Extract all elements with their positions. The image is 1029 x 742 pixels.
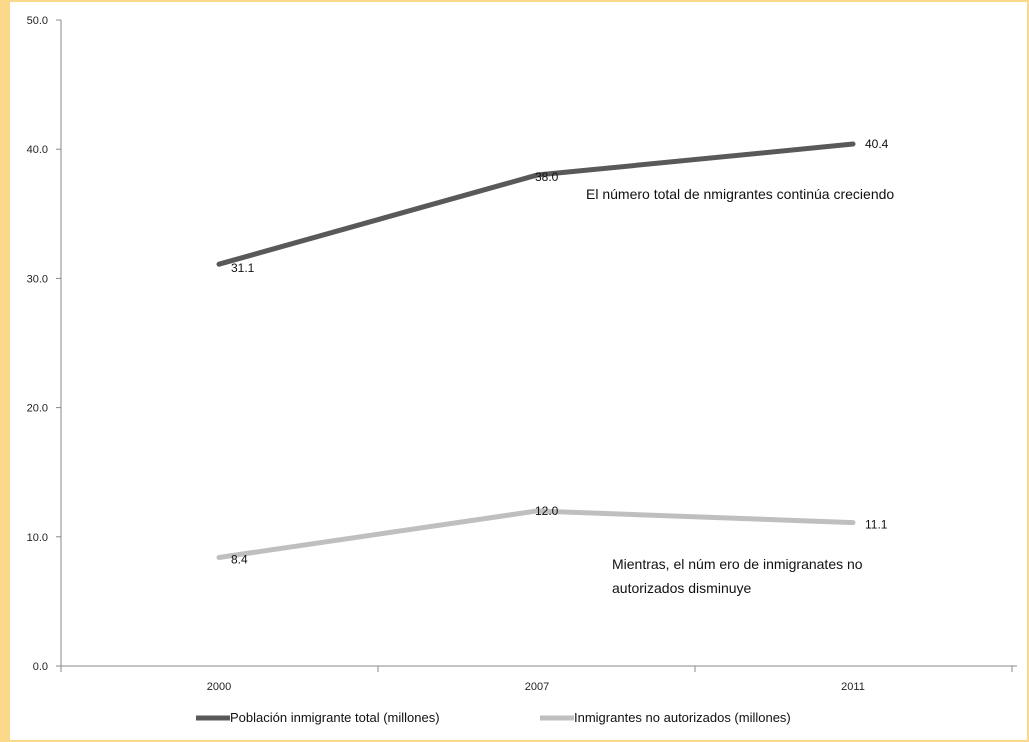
x-tick-label: 2007 — [525, 681, 549, 693]
series-line-0 — [216, 141, 856, 267]
y-tick-label: 40.0 — [27, 144, 48, 156]
y-tick-label: 0.0 — [33, 661, 48, 673]
annotation-total-growing: El número total de nmigrantes continúa c… — [586, 186, 894, 202]
data-label: 8.4 — [231, 552, 248, 566]
legend: Población inmigrante total (millones) In… — [196, 710, 791, 725]
x-tick-label: 2000 — [207, 681, 231, 693]
annotation-unauthorized-line1: Mientras, el núm ero de inmigranates no — [612, 556, 863, 572]
data-label: 38.0 — [535, 170, 559, 184]
chart-frame: 0.0 10.0 20.0 30.0 40.0 50.0 2000 2007 2011 31.… — [10, 2, 1027, 740]
legend-label-total: Población inmigrante total (millones) — [230, 710, 440, 725]
y-tick-label: 50.0 — [27, 15, 48, 27]
y-tick-label: 30.0 — [27, 273, 48, 285]
annotation-unauthorized-line2: autorizados disminuye — [612, 580, 752, 596]
data-label: 12.0 — [535, 504, 559, 518]
data-label: 40.4 — [865, 137, 889, 151]
data-label: 11.1 — [865, 518, 888, 532]
y-tick-label: 20.0 — [27, 403, 48, 415]
legend-label-unauthorized: Inmigrantes no autorizados (millones) — [574, 710, 791, 725]
x-tick-label: 2011 — [841, 681, 865, 693]
data-label: 31.1 — [231, 261, 255, 275]
y-tick-label: 10.0 — [27, 532, 48, 544]
